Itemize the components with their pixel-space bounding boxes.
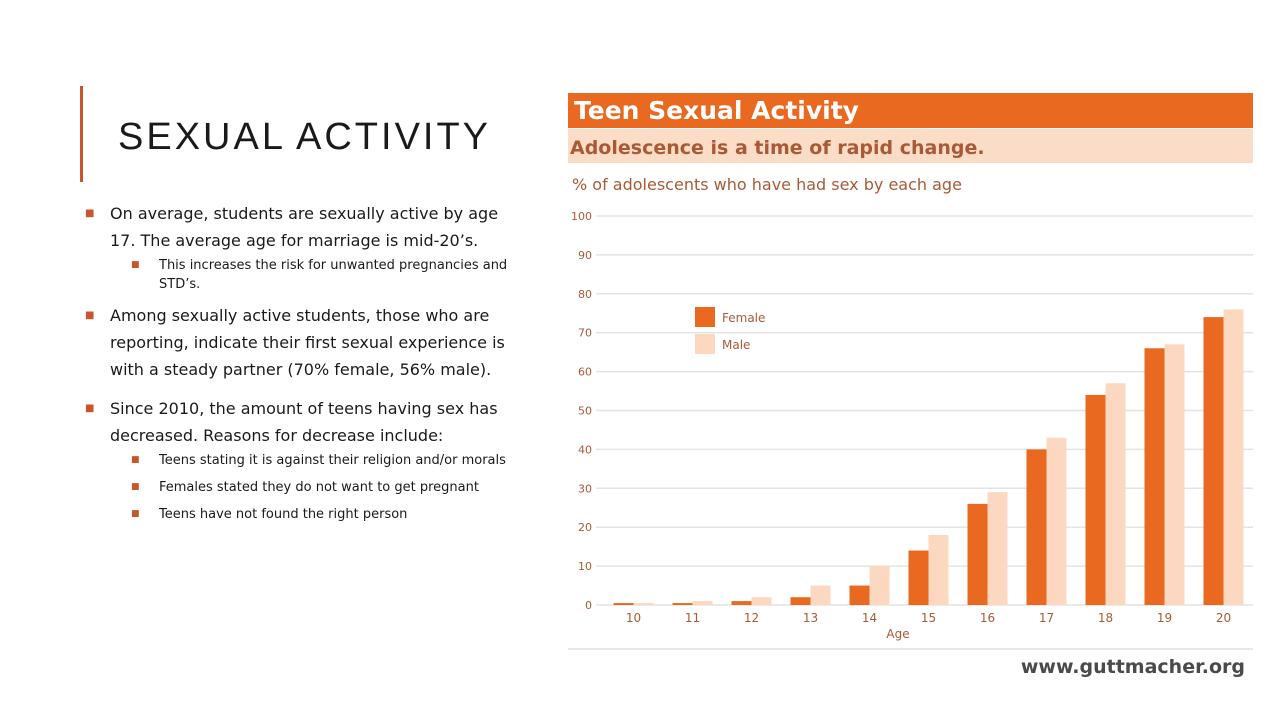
bar-male-17 — [1046, 437, 1067, 605]
x-tick-label: 10 — [626, 611, 641, 625]
sub-bullet-item: ■ This increases the risk for unwanted pr… — [82, 256, 522, 294]
bullet-text: Since 2010, the amount of teens having s… — [110, 399, 498, 445]
y-tick-labels: 0 10 20 30 40 50 60 70 80 90 100 — [571, 210, 592, 612]
bar-female-19 — [1144, 348, 1165, 605]
x-tick-label: 14 — [862, 611, 877, 625]
x-tick-label: 19 — [1157, 611, 1172, 625]
bar-female-18 — [1085, 394, 1106, 605]
y-tick-label: 0 — [585, 599, 592, 612]
bar-female-11 — [672, 603, 693, 605]
legend-swatch-male — [695, 334, 715, 354]
sub-bullet-item: ■ Teens stating it is against their relig… — [82, 451, 522, 470]
x-tick-labels: 10 11 12 13 14 15 16 17 18 19 20 — [626, 611, 1231, 625]
bar-male-10 — [633, 603, 654, 605]
y-tick-label: 40 — [578, 443, 592, 456]
bullet-text: Females stated they do not want to get p… — [159, 480, 479, 495]
bullet-text: Teens have not found the right person — [159, 507, 408, 522]
bar-female-12 — [731, 601, 752, 605]
bullet-text: Among sexually active students, those wh… — [110, 306, 505, 379]
bar-chart: Teen Sexual Activity Adolescence is a ti… — [568, 93, 1253, 678]
bar-female-20 — [1203, 317, 1224, 605]
bar-male-14 — [869, 566, 890, 605]
bar-male-20 — [1223, 309, 1244, 605]
bullet-text: This increases the risk for unwanted pre… — [159, 258, 508, 292]
y-tick-label: 50 — [578, 405, 592, 418]
x-tick-label: 20 — [1216, 611, 1231, 625]
chart-panel: Teen Sexual Activity Adolescence is a ti… — [560, 86, 1260, 686]
legend-swatch-female — [695, 307, 715, 327]
bar-male-11 — [692, 601, 713, 605]
bullet-item: ■ On average, students are sexually activ… — [82, 200, 522, 254]
bullet-marker-icon: ■ — [85, 403, 95, 414]
bar-male-16 — [987, 492, 1008, 605]
chart-title-band — [568, 93, 1253, 128]
bullet-marker-icon: ■ — [131, 260, 140, 270]
bullet-list: ■ On average, students are sexually activ… — [82, 200, 522, 532]
legend-label-male: Male — [722, 338, 750, 352]
chart-subtitle-band — [568, 129, 1253, 163]
bullet-marker-icon: ■ — [131, 482, 140, 492]
bar-male-19 — [1164, 344, 1185, 605]
chart-subtitle: Adolescence is a time of rapid change. — [570, 137, 985, 159]
bullet-marker-icon: ■ — [85, 310, 95, 321]
x-tick-label: 12 — [744, 611, 759, 625]
bars — [613, 309, 1244, 605]
source-label: www.guttmacher.org — [1021, 656, 1245, 678]
bar-female-17 — [1026, 449, 1047, 605]
bar-male-18 — [1105, 383, 1126, 605]
legend: Female Male — [695, 307, 765, 354]
x-tick-label: 11 — [685, 611, 700, 625]
y-tick-label: 90 — [578, 249, 592, 262]
slide-title: SEXUAL ACTIVITY — [118, 116, 492, 158]
x-tick-label: 13 — [803, 611, 818, 625]
bar-female-10 — [613, 603, 634, 605]
bullet-item: ■ Among sexually active students, those w… — [82, 302, 522, 383]
x-axis-label: Age — [886, 627, 909, 641]
bar-female-13 — [790, 597, 811, 605]
y-tick-label: 30 — [578, 482, 592, 495]
sub-bullet-item: ■ Teens have not found the right person — [82, 505, 522, 524]
y-tick-label: 80 — [578, 288, 592, 301]
bullet-text: On average, students are sexually active… — [110, 204, 499, 250]
x-tick-label: 15 — [921, 611, 936, 625]
bar-male-15 — [928, 534, 949, 605]
x-tick-label: 16 — [980, 611, 995, 625]
bullet-marker-icon: ■ — [131, 455, 140, 465]
title-accent-bar — [80, 86, 83, 182]
y-tick-label: 100 — [571, 210, 592, 223]
gridlines — [596, 215, 1253, 606]
bullet-marker-icon: ■ — [131, 509, 140, 519]
bullet-marker-icon: ■ — [85, 208, 95, 219]
y-tick-label: 20 — [578, 521, 592, 534]
bullet-item: ■ Since 2010, the amount of teens having … — [82, 395, 522, 449]
bar-female-15 — [908, 550, 929, 605]
chart-title: Teen Sexual Activity — [574, 96, 859, 125]
x-tick-label: 17 — [1039, 611, 1054, 625]
y-tick-label: 10 — [578, 560, 592, 573]
x-tick-label: 18 — [1098, 611, 1113, 625]
bar-female-16 — [967, 503, 988, 605]
bar-male-12 — [751, 597, 772, 605]
y-tick-label: 70 — [578, 327, 592, 340]
sub-bullet-item: ■ Females stated they do not want to get … — [82, 478, 522, 497]
bullet-text: Teens stating it is against their religi… — [159, 453, 506, 468]
y-axis-label: % of adolescents who have had sex by eac… — [572, 175, 962, 194]
legend-label-female: Female — [722, 311, 765, 325]
bar-male-13 — [810, 585, 831, 605]
y-tick-label: 60 — [578, 366, 592, 379]
bar-female-14 — [849, 585, 870, 605]
